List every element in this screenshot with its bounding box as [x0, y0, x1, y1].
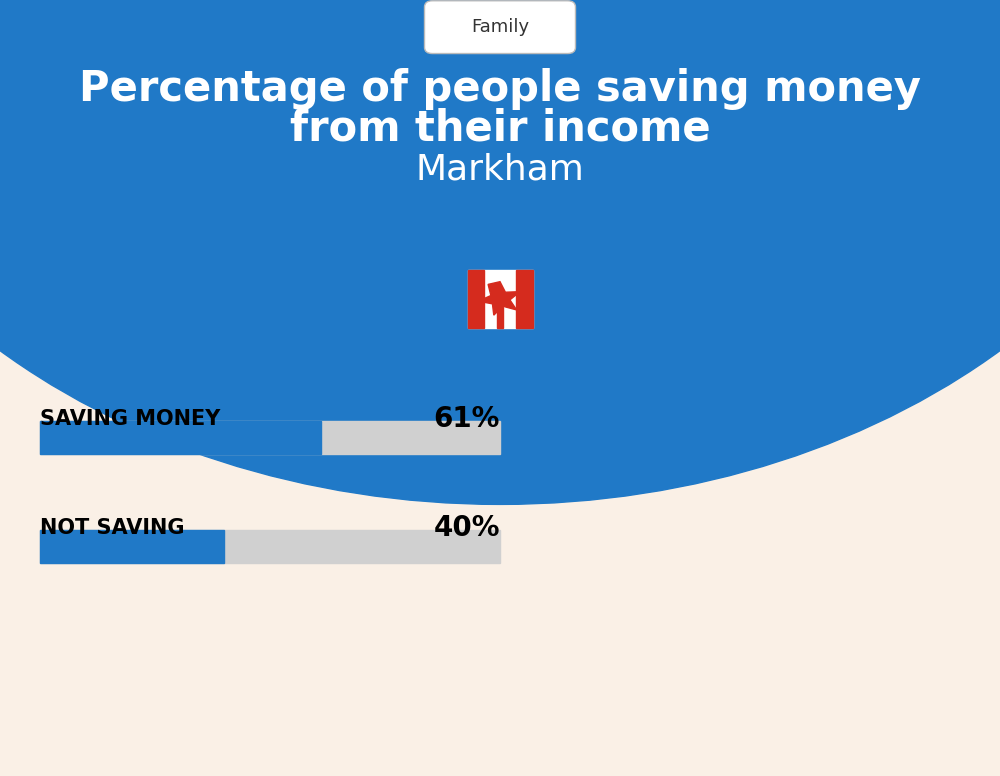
Text: from their income: from their income: [290, 107, 710, 149]
Bar: [468, 270, 532, 327]
Text: Family: Family: [471, 18, 529, 36]
Text: SAVING MONEY: SAVING MONEY: [40, 409, 220, 429]
Text: Markham: Markham: [416, 152, 584, 186]
Bar: [40, 530, 500, 563]
Bar: [40, 421, 500, 454]
Bar: [40, 530, 224, 563]
Text: Percentage of people saving money: Percentage of people saving money: [79, 68, 921, 110]
Bar: [468, 270, 484, 327]
Polygon shape: [478, 282, 520, 315]
Text: NOT SAVING: NOT SAVING: [40, 518, 184, 538]
Bar: [40, 421, 321, 454]
Bar: [516, 270, 532, 327]
Bar: [497, 307, 503, 327]
Circle shape: [0, 0, 1000, 504]
Bar: [0, 0, 1000, 217]
Text: 61%: 61%: [434, 405, 500, 433]
Text: 40%: 40%: [434, 514, 500, 542]
FancyBboxPatch shape: [424, 1, 576, 54]
